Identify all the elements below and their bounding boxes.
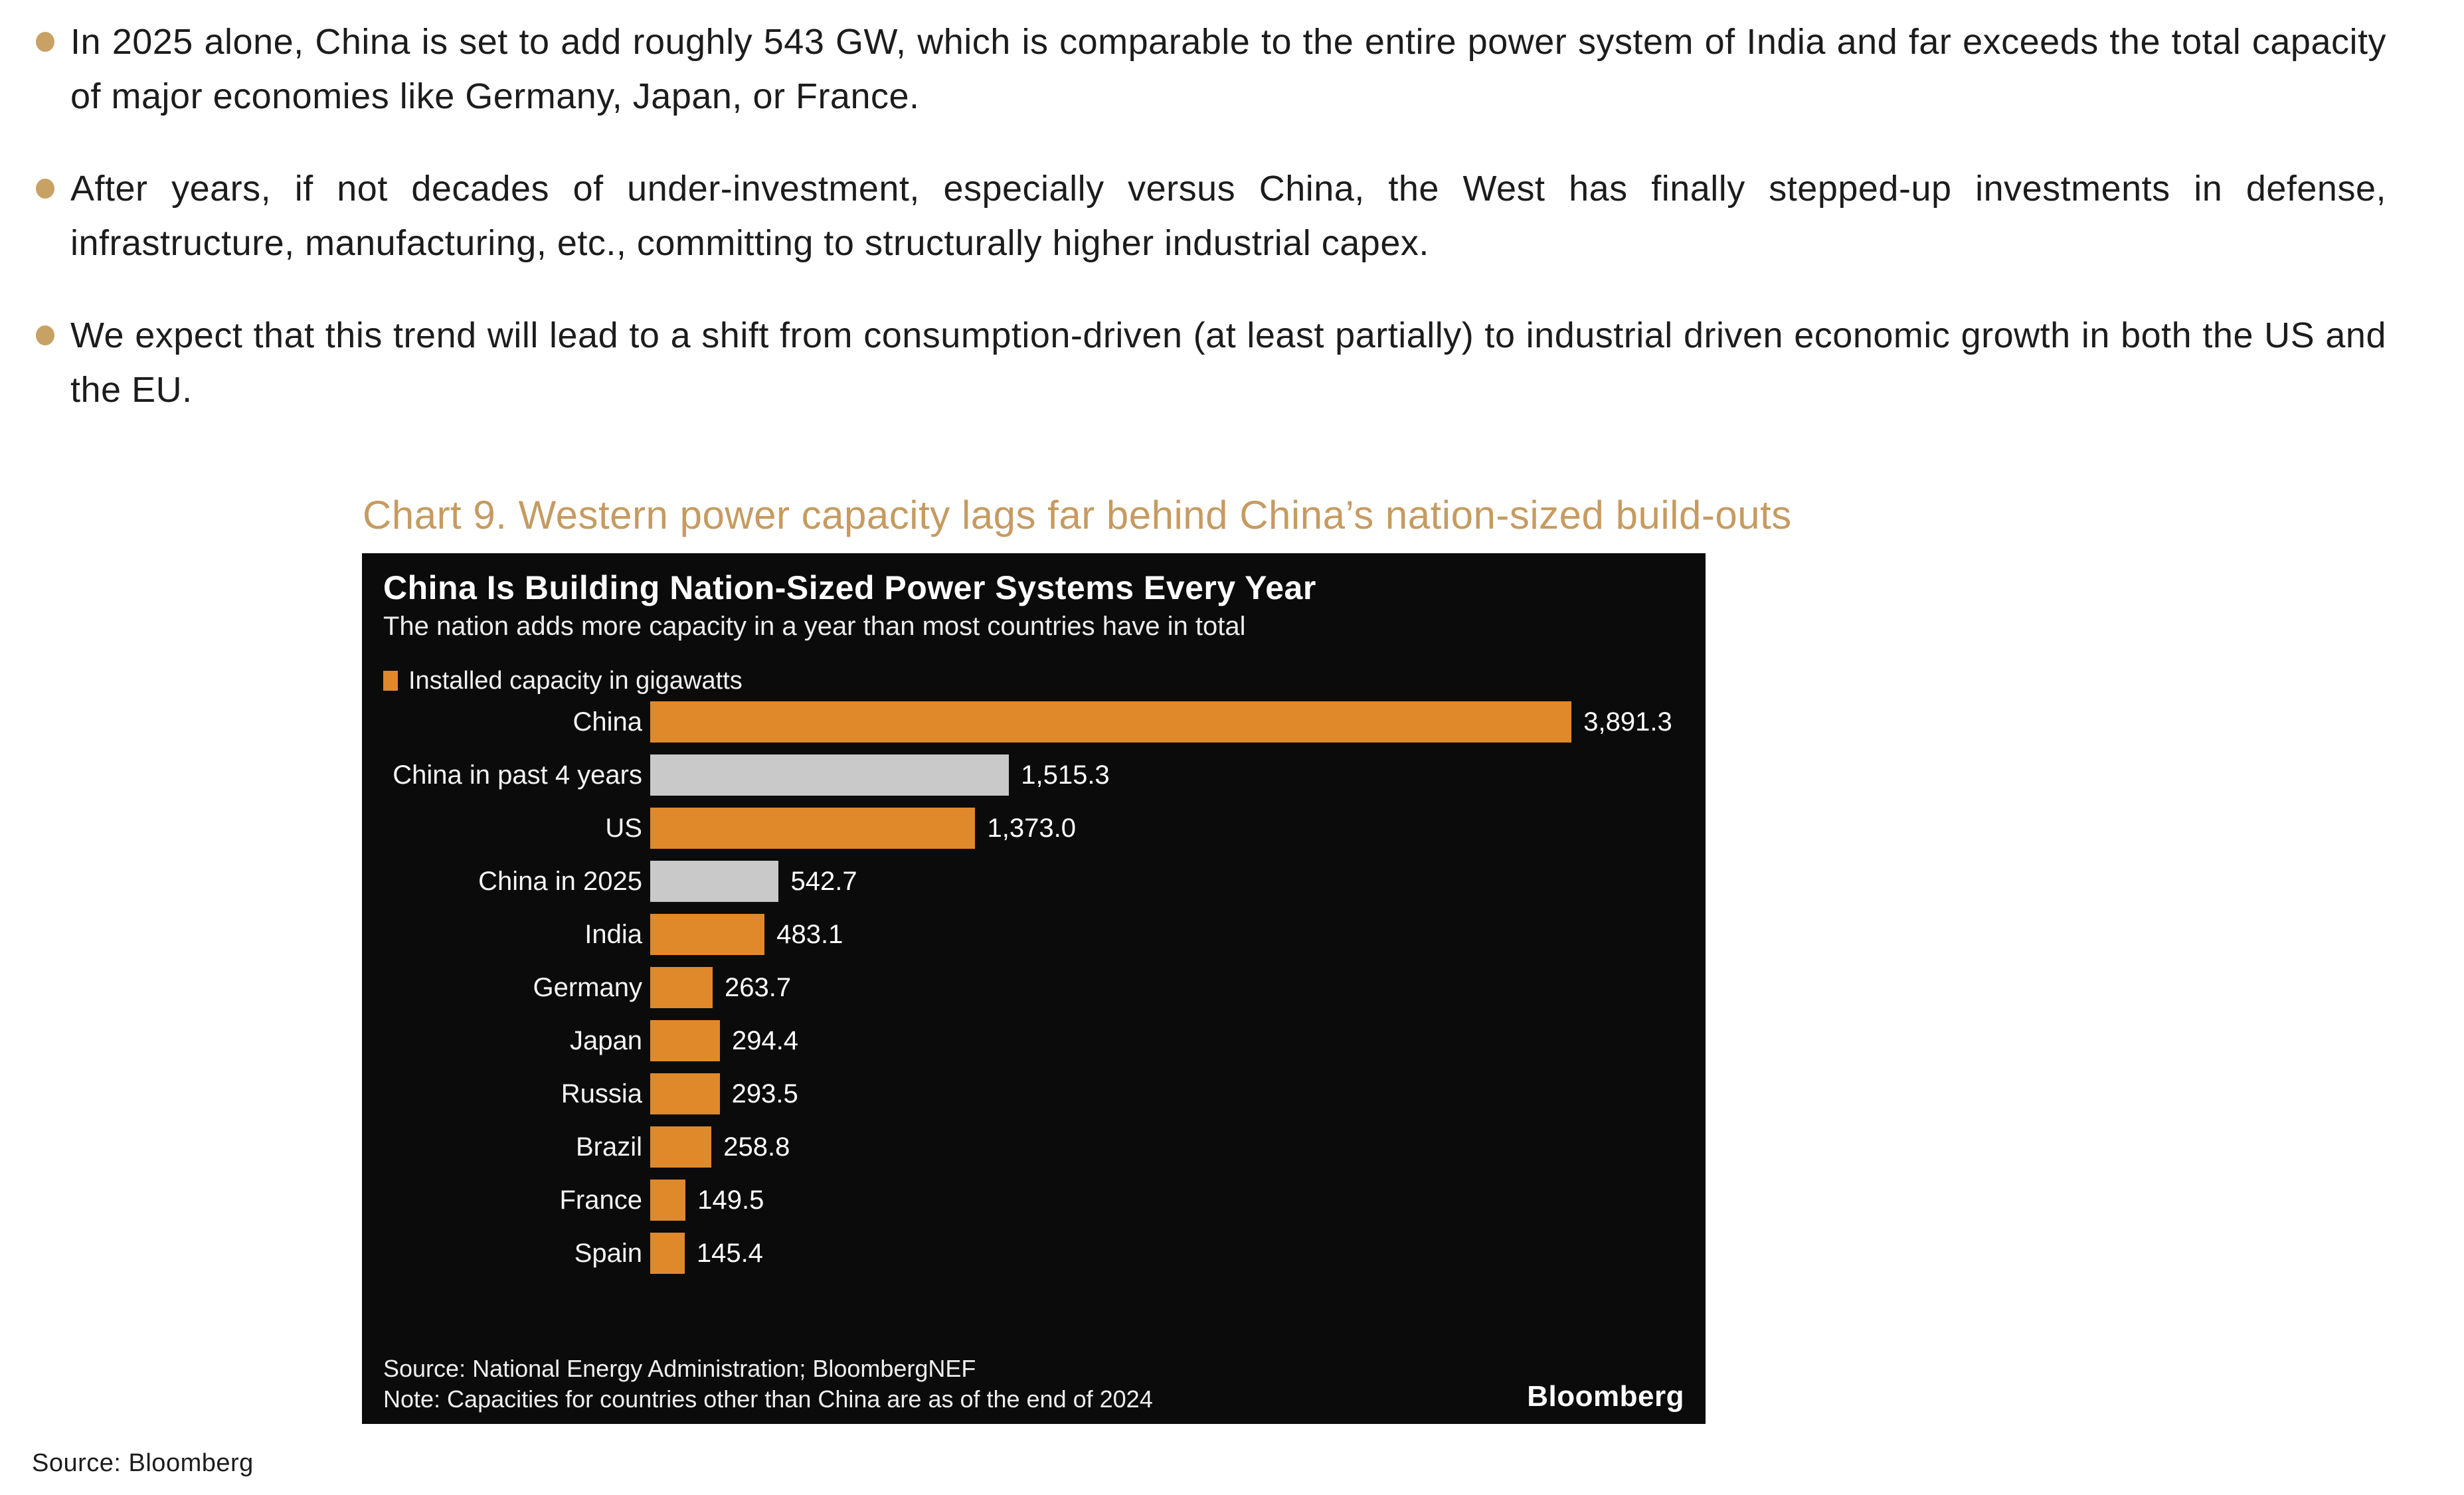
bar-track: 542.7 — [650, 861, 1684, 902]
bar-track: 1,373.0 — [650, 808, 1684, 849]
bar-row: China 3,891.3 — [383, 695, 1684, 748]
chart-legend: Installed capacity in gigawatts — [383, 666, 1684, 695]
legend-label: Installed capacity in gigawatts — [408, 666, 743, 695]
bar-row: US 1,373.0 — [383, 802, 1684, 855]
bar-label: Spain — [574, 1238, 642, 1268]
bar-label: China in 2025 — [478, 866, 642, 896]
chart-caption: Chart 9. Western power capacity lags far… — [363, 493, 1792, 537]
bar — [650, 861, 779, 902]
bloomberg-chart: China Is Building Nation-Sized Power Sys… — [362, 553, 1706, 1424]
bar-row: China in 2025 542.7 — [383, 855, 1684, 908]
bar-label: France — [559, 1185, 643, 1215]
bar-row: Brazil 258.8 — [383, 1120, 1684, 1174]
bar-label: China in past 4 years — [393, 760, 642, 790]
bar-label: Germany — [533, 972, 643, 1002]
bar-track: 149.5 — [650, 1180, 1684, 1221]
chart-footer: Source: National Energy Administration; … — [383, 1354, 1684, 1415]
bar-row: Spain 145.4 — [383, 1227, 1684, 1280]
bar — [650, 967, 713, 1008]
bullet-item: We expect that this trend will lead to a… — [32, 308, 2386, 417]
bullet-icon — [36, 179, 54, 199]
bar-label: Brazil — [575, 1132, 642, 1162]
chart-title: China Is Building Nation-Sized Power Sys… — [383, 569, 1316, 606]
chart-subtitle: The nation adds more capacity in a year … — [383, 612, 1246, 641]
bar-row: Germany 263.7 — [383, 961, 1684, 1014]
chart-source-note: Source: National Energy Administration; … — [383, 1355, 976, 1382]
bloomberg-logo: Bloomberg — [1527, 1380, 1684, 1413]
bar — [650, 1126, 712, 1168]
bullet-text: After years, if not decades of under-inv… — [70, 169, 2386, 263]
bullet-list: In 2025 alone, China is set to add rough… — [32, 15, 2386, 417]
bar — [650, 914, 765, 955]
bar-value: 258.8 — [723, 1132, 790, 1162]
bar-label: China — [572, 707, 642, 737]
bar-label: US — [605, 813, 642, 843]
bar-track: 293.5 — [650, 1073, 1684, 1114]
bar — [650, 754, 1010, 796]
bar-value: 263.7 — [725, 972, 792, 1002]
chart-notes: Source: National Energy Administration; … — [383, 1354, 1153, 1415]
bar-row: France 149.5 — [383, 1174, 1684, 1227]
bar-value: 294.4 — [731, 1025, 799, 1055]
bar — [650, 701, 1572, 743]
bar-value: 293.5 — [731, 1079, 798, 1108]
bar-value: 3,891.3 — [1583, 707, 1672, 737]
bar-row: Japan 294.4 — [383, 1014, 1684, 1067]
bar-track: 483.1 — [650, 914, 1684, 955]
bar-value: 149.5 — [697, 1185, 764, 1215]
bar-value: 483.1 — [776, 919, 843, 949]
bar — [650, 1073, 720, 1114]
bar-track: 3,891.3 — [650, 701, 1684, 743]
bullet-item: After years, if not decades of under-inv… — [32, 161, 2386, 270]
bullet-item: In 2025 alone, China is set to add rough… — [32, 15, 2386, 124]
bar — [650, 1180, 686, 1221]
bar-track: 258.8 — [650, 1126, 1684, 1168]
page-source: Source: Bloomberg — [32, 1449, 254, 1477]
bar-value: 542.7 — [790, 866, 857, 896]
bullet-text: We expect that this trend will lead to a… — [70, 315, 2386, 410]
legend-swatch-icon — [383, 671, 398, 691]
bar-row: Russia 293.5 — [383, 1067, 1684, 1120]
bar-row: India 483.1 — [383, 908, 1684, 961]
bar-label: Russia — [561, 1079, 642, 1108]
bar-track: 294.4 — [650, 1020, 1684, 1061]
bar-track: 145.4 — [650, 1233, 1684, 1274]
bar-row: China in past 4 years 1,515.3 — [383, 748, 1684, 802]
bar-label: Japan — [570, 1025, 642, 1055]
bullet-text: In 2025 alone, China is set to add rough… — [70, 22, 2386, 116]
bullet-icon — [36, 325, 54, 345]
bullet-icon — [36, 32, 54, 52]
bar-value: 1,515.3 — [1021, 760, 1110, 790]
bar-value: 1,373.0 — [987, 813, 1076, 843]
chart-note: Note: Capacities for countries other tha… — [383, 1385, 1153, 1413]
bar — [650, 808, 976, 849]
bar — [650, 1020, 720, 1061]
bar-value: 145.4 — [696, 1238, 763, 1268]
bar — [650, 1233, 685, 1274]
bar-track: 1,515.3 — [650, 754, 1684, 796]
bar-label: India — [584, 919, 642, 949]
bar-chart-area: China 3,891.3 China in past 4 years 1,515.3… — [383, 695, 1684, 1280]
bar-track: 263.7 — [650, 967, 1684, 1008]
